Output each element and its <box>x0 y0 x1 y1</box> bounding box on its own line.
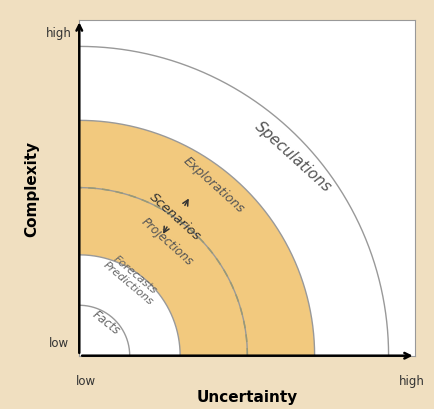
Text: Forecasts
Predictions: Forecasts Predictions <box>101 251 162 306</box>
Text: Speculations: Speculations <box>252 118 334 194</box>
Text: Explorations: Explorations <box>181 154 247 216</box>
Polygon shape <box>79 255 180 356</box>
Polygon shape <box>79 121 315 356</box>
Text: high: high <box>399 374 425 387</box>
Text: low: low <box>49 336 69 349</box>
Text: Projections: Projections <box>138 215 195 268</box>
Text: low: low <box>76 374 96 387</box>
Text: Uncertainty: Uncertainty <box>197 389 298 405</box>
Text: Complexity: Complexity <box>25 140 40 236</box>
Polygon shape <box>79 47 388 356</box>
Text: Facts: Facts <box>89 308 122 337</box>
Text: Scenarios: Scenarios <box>147 190 204 243</box>
Text: high: high <box>46 27 72 40</box>
